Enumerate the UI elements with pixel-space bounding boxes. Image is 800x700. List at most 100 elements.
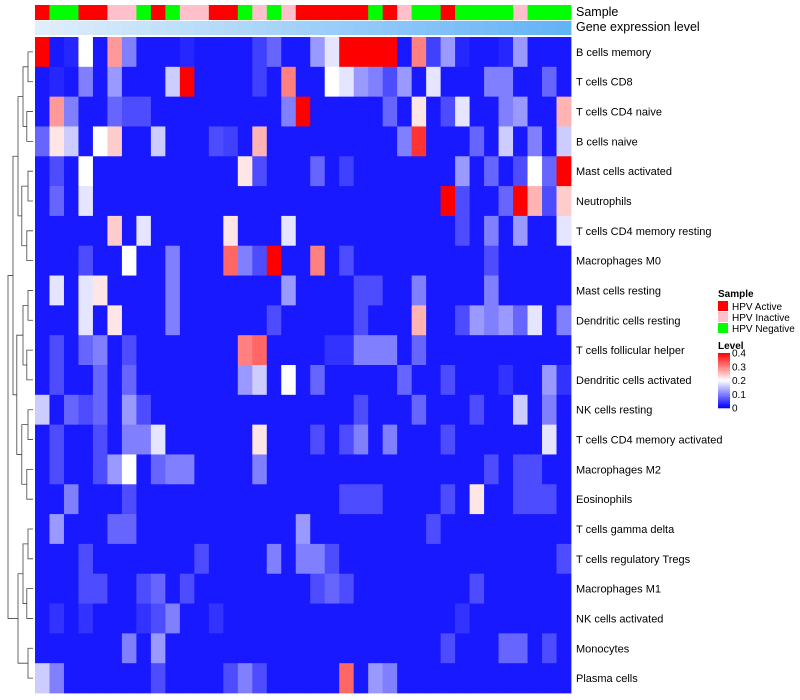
heatmap-cell bbox=[165, 335, 181, 366]
heatmap-cell bbox=[266, 484, 282, 515]
heatmap-cell bbox=[35, 394, 50, 426]
heatmap-cell bbox=[324, 156, 340, 187]
heatmap-cell bbox=[556, 424, 572, 455]
heatmap-cell bbox=[208, 335, 224, 366]
heatmap-cell bbox=[440, 126, 456, 157]
heatmap-cell bbox=[63, 275, 79, 306]
heatmap-cell bbox=[107, 514, 123, 545]
heatmap-cell bbox=[223, 37, 239, 68]
heatmap-cell bbox=[382, 603, 398, 634]
heatmap-cell bbox=[92, 126, 108, 157]
heatmap-cell bbox=[78, 663, 94, 694]
heatmap-cell bbox=[136, 454, 152, 485]
heatmap-cell bbox=[208, 66, 224, 98]
heatmap-cell bbox=[237, 96, 253, 127]
heatmap-cell bbox=[498, 245, 514, 276]
heatmap-cell bbox=[252, 543, 268, 575]
heatmap-cell bbox=[150, 66, 166, 98]
legend-gradient-step bbox=[718, 397, 730, 399]
heatmap-cell bbox=[397, 484, 413, 515]
heatmap-cell bbox=[411, 365, 427, 396]
heatmap-cell bbox=[324, 603, 340, 634]
level-annotation-cell bbox=[295, 21, 311, 35]
heatmap-cell bbox=[266, 454, 282, 485]
heatmap-cell bbox=[484, 275, 499, 306]
heatmap-cells bbox=[35, 37, 572, 694]
heatmap-cell bbox=[237, 454, 253, 485]
heatmap-cell bbox=[252, 186, 268, 217]
heatmap-cell bbox=[455, 66, 470, 98]
heatmap-cell bbox=[237, 514, 253, 545]
heatmap-cell bbox=[368, 215, 384, 247]
heatmap-cell bbox=[252, 126, 268, 157]
heatmap-cell bbox=[237, 335, 253, 366]
heatmap-cell bbox=[310, 365, 326, 396]
heatmap-cell bbox=[542, 514, 557, 545]
legend-level-tick: 0.3 bbox=[732, 362, 746, 373]
heatmap-cell bbox=[498, 454, 514, 485]
heatmap-cell bbox=[208, 215, 224, 247]
heatmap-cell bbox=[411, 633, 427, 664]
legend-entry-label: HPV Inactive bbox=[732, 313, 790, 324]
heatmap-cell bbox=[426, 186, 442, 217]
heatmap-cell bbox=[121, 37, 137, 68]
heatmap-cell bbox=[440, 573, 456, 604]
heatmap-cell bbox=[324, 245, 340, 276]
heatmap-cell bbox=[150, 275, 166, 306]
heatmap-cell bbox=[92, 305, 108, 336]
heatmap-cell bbox=[498, 514, 514, 545]
heatmap-cell bbox=[194, 603, 210, 634]
heatmap-cell bbox=[339, 365, 355, 396]
heatmap-cell bbox=[252, 275, 268, 306]
heatmap-cell bbox=[469, 305, 485, 336]
heatmap-cell bbox=[121, 454, 137, 485]
heatmap-cell bbox=[310, 66, 326, 98]
level-annotation-cell bbox=[107, 21, 123, 35]
heatmap-cell bbox=[208, 156, 224, 187]
gene-expression-level-label: Gene expression level bbox=[576, 20, 700, 34]
heatmap-cell bbox=[295, 484, 311, 515]
heatmap-cell bbox=[49, 394, 65, 426]
legend-level-tick: 0.1 bbox=[732, 390, 746, 401]
legend-gradient-step bbox=[718, 402, 730, 405]
heatmap-cell bbox=[353, 424, 369, 455]
heatmap-cell bbox=[542, 186, 557, 217]
heatmap-cell bbox=[397, 663, 413, 694]
heatmap-cell bbox=[49, 245, 65, 276]
heatmap-cell bbox=[527, 156, 543, 187]
heatmap-cell bbox=[484, 335, 499, 366]
heatmap-cell bbox=[49, 305, 65, 336]
sample-annotation-cell bbox=[194, 5, 210, 20]
heatmap-cell bbox=[440, 484, 456, 515]
heatmap-cell bbox=[266, 156, 282, 187]
heatmap-cell bbox=[339, 454, 355, 485]
heatmap-cell bbox=[136, 215, 152, 247]
heatmap-cell bbox=[455, 573, 470, 604]
heatmap-cell bbox=[310, 275, 326, 306]
level-annotation-cell bbox=[411, 21, 427, 35]
heatmap-cell bbox=[295, 66, 311, 98]
heatmap-cell bbox=[353, 275, 369, 306]
heatmap-cell bbox=[223, 126, 239, 157]
row-label: Macrophages M2 bbox=[576, 464, 661, 476]
heatmap-cell bbox=[513, 66, 528, 98]
heatmap-cell bbox=[339, 215, 355, 247]
heatmap-cell bbox=[92, 96, 108, 127]
heatmap-cell bbox=[92, 365, 108, 396]
heatmap-cell bbox=[527, 245, 543, 276]
row-label: Dendritic cells resting bbox=[576, 315, 681, 327]
heatmap-cell bbox=[498, 156, 514, 187]
heatmap-cell bbox=[382, 37, 398, 68]
row-label: NK cells resting bbox=[576, 405, 652, 417]
heatmap-cell bbox=[78, 454, 94, 485]
legend-gradient-step bbox=[718, 399, 730, 402]
legend-swatch bbox=[718, 323, 728, 333]
sample-annotation-cell bbox=[121, 5, 137, 20]
legend-gradient-step bbox=[718, 406, 730, 409]
heatmap-cell bbox=[78, 543, 94, 575]
legend-gradient-step bbox=[718, 357, 730, 359]
level-annotation-cell bbox=[121, 21, 137, 35]
heatmap-cell bbox=[353, 245, 369, 276]
heatmap-cell bbox=[513, 633, 528, 664]
heatmap-cell bbox=[281, 573, 297, 604]
